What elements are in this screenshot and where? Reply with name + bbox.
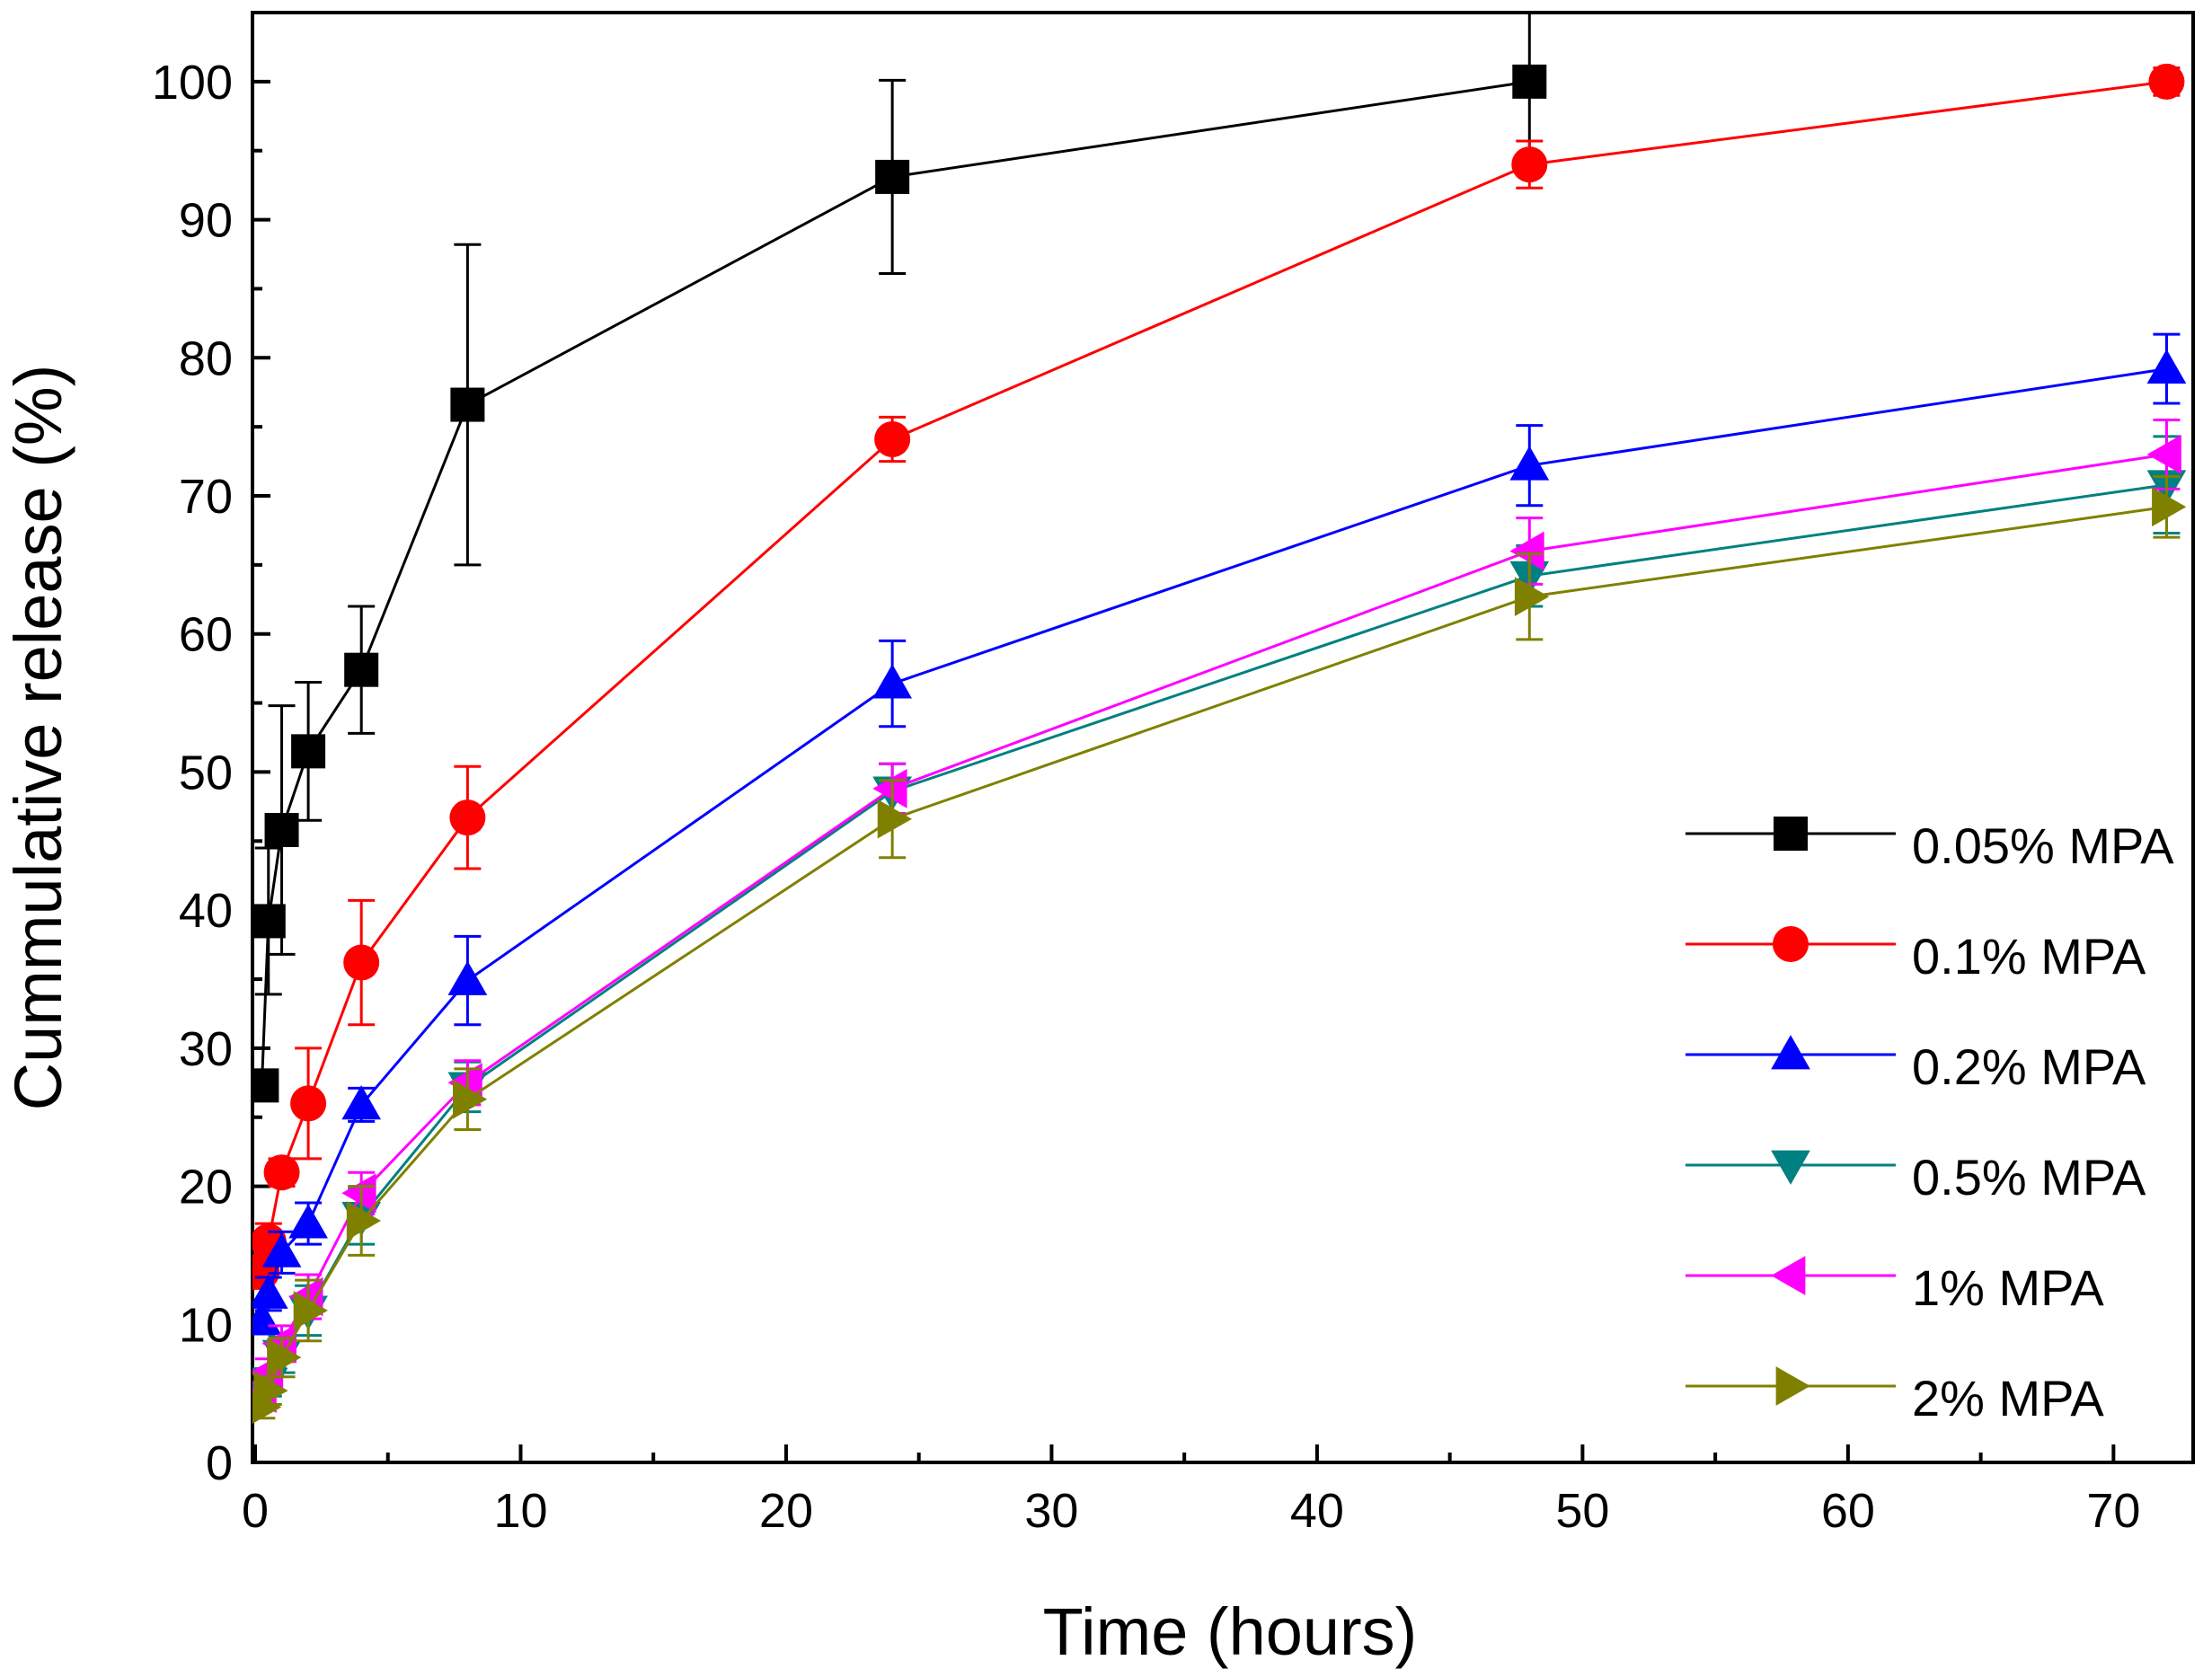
- data-point: [1512, 64, 1547, 99]
- series-0: [252, 13, 1547, 1103]
- data-point: [253, 1371, 288, 1410]
- legend: 0.05% MPA 0.1% MPA 0.2% MPA 0.5% MPA 1% MPA 2…: [1686, 817, 2174, 1426]
- data-point: [875, 159, 910, 194]
- data-point: [291, 734, 326, 769]
- x-tick-label: 60: [1821, 1484, 1875, 1538]
- data-point: [449, 799, 486, 836]
- data-point: [447, 960, 488, 995]
- series-line: [260, 80, 1530, 1086]
- legend-label: 0.05% MPA: [1912, 817, 2174, 874]
- series-3: [252, 435, 2187, 1417]
- y-tick-label: 90: [179, 194, 233, 248]
- data-point: [264, 812, 299, 847]
- y-tick-label: 70: [179, 470, 233, 524]
- y-tick-label: 80: [179, 331, 233, 385]
- legend-label: 0.2% MPA: [1912, 1038, 2146, 1095]
- x-tick-label: 30: [1024, 1484, 1078, 1538]
- legend-marker: [1771, 1150, 1810, 1185]
- data-point: [2146, 349, 2187, 384]
- x-tick-label: 10: [493, 1484, 547, 1538]
- legend-marker: [1774, 817, 1808, 851]
- y-tick-label: 40: [179, 884, 233, 938]
- data-point: [2148, 63, 2185, 100]
- data-point: [341, 1085, 382, 1120]
- data-point: [452, 1079, 488, 1119]
- legend-marker: [1775, 1366, 1810, 1406]
- series-line: [260, 505, 2167, 1409]
- data-point: [1514, 577, 1550, 617]
- data-point: [344, 652, 379, 687]
- y-tick-label: 10: [179, 1298, 233, 1352]
- y-tick-label: 30: [179, 1022, 233, 1076]
- data-point: [252, 1274, 288, 1309]
- x-tick-label: 20: [759, 1484, 813, 1538]
- data-point: [261, 1232, 302, 1267]
- data-point: [346, 1201, 382, 1241]
- x-tick-label: 50: [1555, 1484, 1609, 1538]
- legend-label: 0.5% MPA: [1912, 1149, 2146, 1206]
- data-point: [2152, 487, 2187, 527]
- y-tick-label: 20: [179, 1161, 233, 1214]
- data-point: [450, 387, 485, 422]
- legend-marker: [1773, 926, 1809, 962]
- data-point: [1509, 446, 1550, 481]
- data-point: [872, 769, 907, 808]
- legend-marker: [1771, 1256, 1806, 1295]
- data-point: [288, 1204, 328, 1239]
- series-layer: [252, 13, 2187, 1424]
- series-4: [252, 418, 2181, 1413]
- series-line: [260, 80, 2167, 1273]
- data-point: [343, 944, 380, 981]
- data-point: [252, 1068, 279, 1103]
- plot-frame: [251, 11, 2195, 1464]
- data-point: [341, 1173, 376, 1214]
- legend-label: 2% MPA: [1912, 1370, 2104, 1426]
- data-point: [263, 1154, 300, 1191]
- series-5: [252, 474, 2187, 1424]
- data-point: [2146, 435, 2181, 474]
- legend-label: 1% MPA: [1912, 1259, 2104, 1316]
- y-tick-label: 50: [179, 746, 233, 799]
- y-tick-label: 0: [206, 1436, 233, 1490]
- data-point: [874, 420, 911, 457]
- y-axis-ticks: 0 10 20 30 40 50 60 70 80 90 100: [152, 56, 270, 1490]
- y-tick-label: 100: [152, 56, 233, 110]
- x-tick-label: 0: [242, 1484, 269, 1538]
- data-point: [877, 799, 913, 839]
- x-tick-label: 40: [1290, 1484, 1344, 1538]
- legend-marker: [1771, 1035, 1810, 1070]
- data-point: [293, 1291, 328, 1330]
- legend-label: 0.1% MPA: [1912, 928, 2146, 985]
- series-1: [252, 63, 2185, 1290]
- x-axis-title: Time (hours): [1043, 1594, 1418, 1669]
- x-axis-ticks: 0 10 20 30 40 50 60 70: [242, 1444, 2140, 1538]
- data-point: [1511, 146, 1548, 183]
- data-point: [267, 1338, 302, 1378]
- series-line: [260, 367, 2167, 1321]
- series-line: [261, 483, 2167, 1397]
- y-tick-label: 60: [179, 608, 233, 662]
- data-point: [872, 664, 913, 699]
- data-point: [1509, 531, 1544, 571]
- y-axis-title: Cummulative release (%): [1, 365, 75, 1111]
- x-tick-label: 70: [2086, 1484, 2140, 1538]
- data-point: [290, 1085, 327, 1122]
- data-point: [252, 904, 286, 939]
